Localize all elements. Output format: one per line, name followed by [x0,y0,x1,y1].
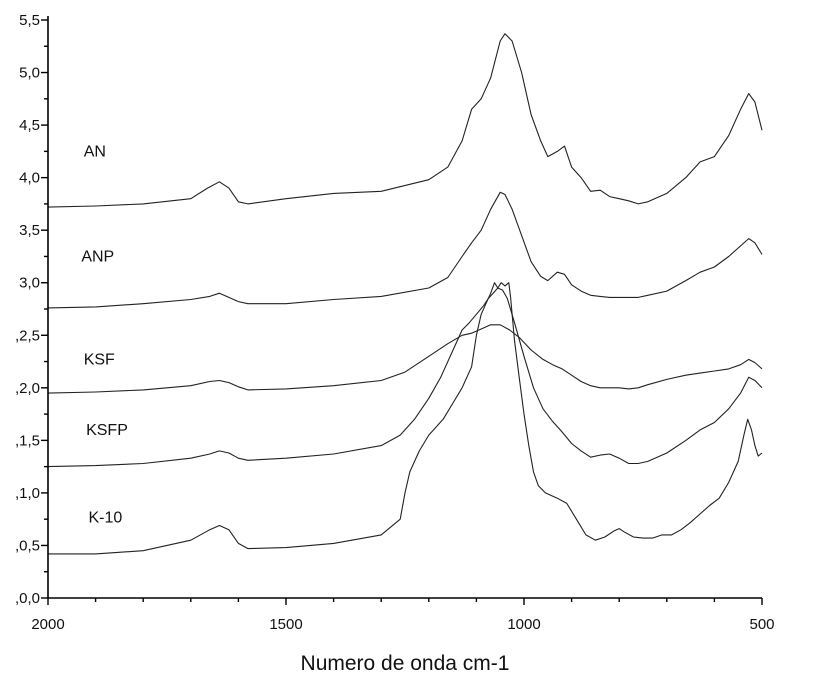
y-tick-label: 3,0 [19,275,40,292]
y-axis-ticks: ,0,0 ,0,5 ,1,0 ,1,5 ,2,0 ,2,5 3,0 3,5 4,0 4,5 5,0 5… [15,12,48,607]
y-tick-label: ,1,5 [15,432,40,449]
series-line-k-10 [48,282,763,555]
x-axis-ticks: 2000 1500 1000 500 [31,598,775,633]
y-tick-label: ,2,5 [15,327,40,344]
axes [47,16,762,599]
y-tick-label: 3,5 [19,222,40,239]
y-tick-label: 5,5 [19,12,40,29]
y-tick-label: ,0,5 [15,537,40,554]
y-tick-label: ,2,0 [15,380,40,397]
series-label-k-10: K-10 [88,509,122,526]
series-labels: AN ANP KSF KSFP K-10 [81,144,128,527]
x-tick-label: 1000 [507,616,540,633]
series-line-ksf [47,324,763,394]
series-layer [47,33,763,555]
series-line-an [47,33,763,208]
y-tick-label: ,0,0 [15,590,40,607]
y-tick-label: ,1,0 [15,485,40,502]
y-tick-label: 4,5 [19,117,40,134]
series-label-anp: ANP [81,249,114,266]
series-label-an: AN [84,144,106,161]
y-tick-label: 5,0 [19,65,40,82]
series-line-anp [47,191,763,309]
x-tick-label: 500 [749,616,774,633]
x-tick-label: 1500 [269,616,302,633]
x-tick-label: 2000 [31,616,64,633]
series-line-ksfp [47,287,763,468]
y-tick-label: 4,0 [19,170,40,187]
x-axis-title: Numero de onda cm-1 [301,652,510,675]
series-label-ksfp: KSFP [86,422,128,439]
series-label-ksf: KSF [84,352,115,369]
